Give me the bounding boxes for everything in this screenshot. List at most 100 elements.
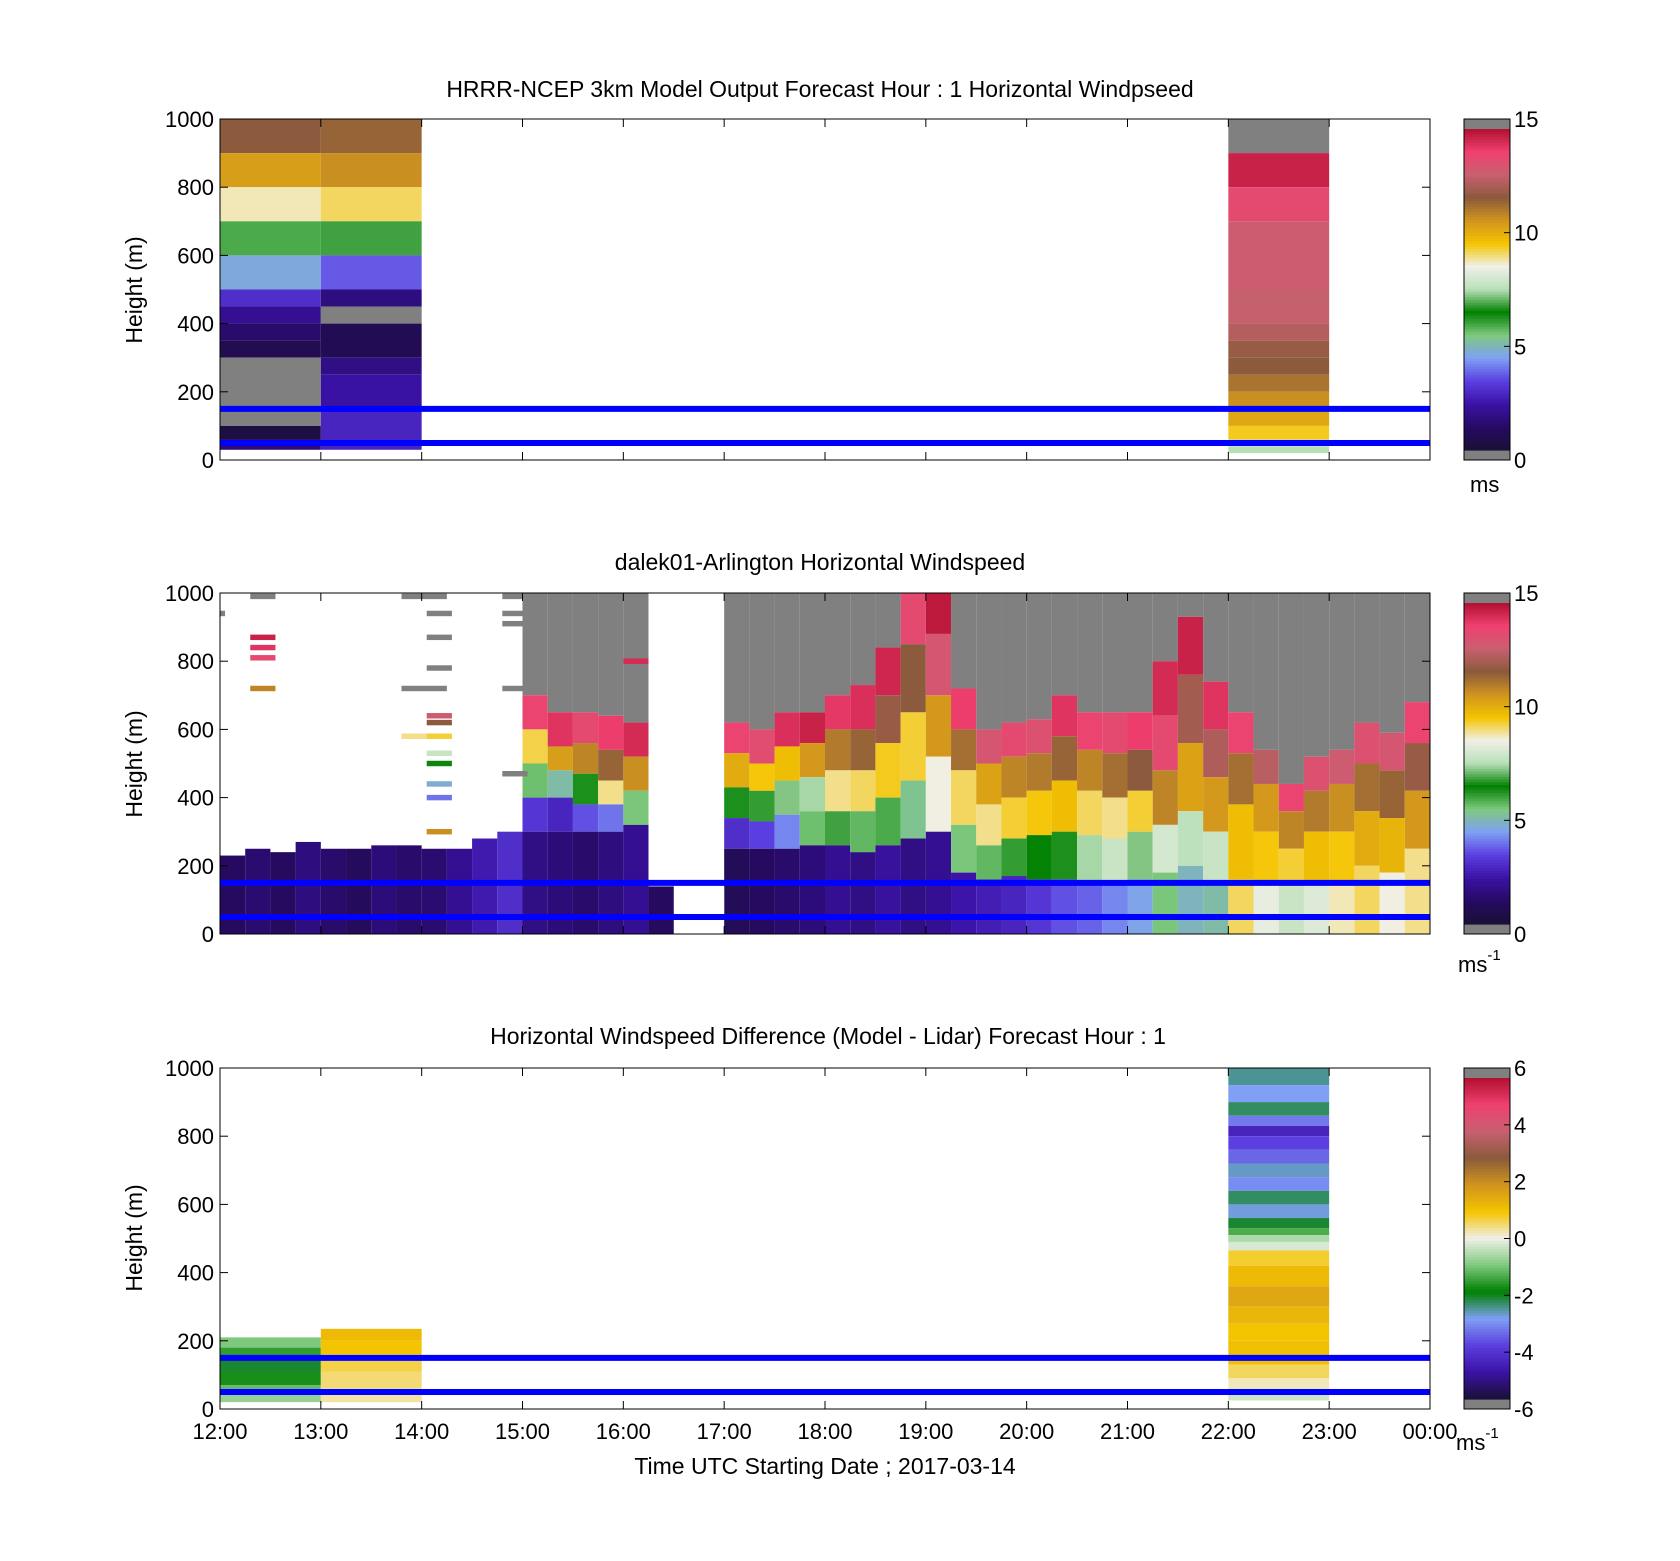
colorbar-segment (1464, 1206, 1510, 1210)
colorbar-segment (1464, 329, 1510, 333)
colorbar-segment (1464, 720, 1510, 724)
difference-heatmap-area: 0 200 400 600 800 1000 12:00 13:00 14:00 15:00 16:… (165, 1056, 1457, 1444)
heatmap-cell (320, 221, 422, 256)
heatmap-cell (1102, 882, 1128, 934)
heatmap-cell (1228, 391, 1330, 409)
heatmap-cell (623, 790, 649, 825)
heatmap-cell (900, 780, 926, 839)
colorbar-segment (1464, 316, 1510, 320)
colorbar-segment (1464, 1118, 1510, 1122)
colorbar-segment (1464, 236, 1510, 240)
colorbar-segment (1464, 433, 1510, 438)
colorbar-segment (1464, 262, 1510, 267)
colorbar-segment (1464, 841, 1510, 845)
heatmap-cell (220, 323, 321, 341)
no-data-cell (1001, 593, 1027, 723)
colorbar-segment (1464, 613, 1510, 617)
y-tick-label: 0 (202, 1397, 214, 1422)
colorbar-segment (1464, 704, 1510, 708)
heatmap-cell (446, 848, 473, 934)
colorbar-segment (1464, 1393, 1510, 1397)
colorbar-segment (1464, 1211, 1510, 1216)
colorbar-segment (1464, 318, 1510, 323)
colorbar-segment (1464, 1297, 1510, 1301)
colorbar-segment (1464, 870, 1510, 874)
model-panel-ylabel: Height (m) (121, 236, 147, 343)
heatmap-cell (1001, 838, 1027, 877)
difference-panel-ylabel: Height (m) (121, 1184, 147, 1291)
colorbar-segment (1464, 736, 1510, 741)
colorbar-segment (1464, 163, 1510, 168)
colorbar-segment (1464, 211, 1510, 216)
colorbar-segment (1464, 782, 1510, 786)
colorbar-segment (1464, 407, 1510, 411)
heatmap-cell (522, 797, 548, 832)
colorbar-tick-label: 15 (1514, 107, 1538, 132)
colorbar-segment (1464, 800, 1510, 805)
heatmap-cell (1228, 1378, 1330, 1389)
colorbar-segment (1464, 1235, 1510, 1240)
heatmap-cell (1127, 879, 1153, 934)
heatmap-cell (1354, 865, 1380, 934)
heatmap-cell (925, 695, 952, 757)
colorbar-segment (1464, 1227, 1510, 1232)
colorbar-segment (1464, 918, 1510, 922)
colorbar-segment (1464, 1217, 1510, 1221)
sparse-return-cell (426, 781, 452, 787)
heatmap-cell (1077, 882, 1103, 934)
colorbar-segment (1464, 1265, 1510, 1269)
sparse-return-cell (502, 620, 528, 627)
x-tick-label: 15:00 (495, 1419, 550, 1444)
colorbar-segment (1464, 1107, 1510, 1111)
colorbar-segment (1464, 859, 1510, 864)
colorbar-segment (1464, 627, 1510, 631)
heatmap-cell (951, 770, 977, 825)
heatmap-cell (724, 818, 750, 849)
heatmap-cell (875, 845, 901, 934)
colorbar-segment (1464, 150, 1510, 154)
colorbar-segment (1464, 244, 1510, 248)
sparse-return-cell (426, 634, 452, 641)
colorbar-segment (1464, 198, 1510, 202)
colorbar-segment (1464, 1361, 1510, 1365)
colorbar-segment (1464, 302, 1510, 307)
colorbar-segment (1464, 345, 1510, 349)
colorbar-segment (1464, 179, 1510, 184)
y-tick-label: 600 (177, 717, 214, 742)
colorbar-tick-label: 10 (1514, 695, 1538, 720)
colorbar-segment (1464, 1251, 1510, 1256)
sparse-return-cell (426, 733, 452, 739)
colorbar-segment (1464, 1305, 1510, 1309)
colorbar-segment (1464, 1340, 1510, 1344)
colorbar-tick-label: 10 (1514, 221, 1538, 246)
colorbar-segment (1464, 1083, 1510, 1087)
sparse-return-cell (250, 593, 276, 600)
colorbar-segment (1464, 693, 1510, 698)
colorbar-segment (1464, 1115, 1510, 1119)
heatmap-cell (572, 743, 599, 774)
colorbar-segment (1464, 206, 1510, 210)
colorbar-tick-label: -2 (1514, 1283, 1534, 1308)
colorbar-segment (1464, 1222, 1510, 1226)
colorbar-segment (1464, 1318, 1510, 1323)
colorbar-segment (1464, 656, 1510, 660)
colorbar-segment (1464, 417, 1510, 422)
colorbar-segment (1464, 669, 1510, 674)
colorbar-segment (1464, 1243, 1510, 1248)
heatmap-cell (925, 593, 952, 634)
colorbar-tick-label: 5 (1514, 334, 1526, 359)
heatmap-cell (1228, 712, 1254, 754)
colorbar-segment (1464, 897, 1510, 901)
heatmap-cell (1379, 770, 1405, 819)
heatmap-cell (320, 848, 347, 934)
data-gap (648, 593, 710, 887)
heatmap-cell (1026, 790, 1052, 836)
heatmap-cell (220, 357, 321, 409)
colorbar-segment (1464, 763, 1510, 767)
colorbar-segment (1464, 399, 1510, 403)
colorbar-segment (1464, 750, 1510, 754)
colorbar-segment (1464, 696, 1510, 700)
heatmap-cell (875, 695, 901, 744)
colorbar-segment (1464, 431, 1510, 435)
x-tick-label: 16:00 (596, 1419, 651, 1444)
